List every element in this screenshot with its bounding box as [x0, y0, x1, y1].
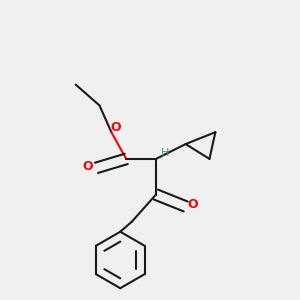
Text: O: O	[188, 199, 198, 212]
Text: O: O	[110, 121, 121, 134]
Text: O: O	[82, 160, 93, 173]
Text: H: H	[161, 148, 169, 158]
